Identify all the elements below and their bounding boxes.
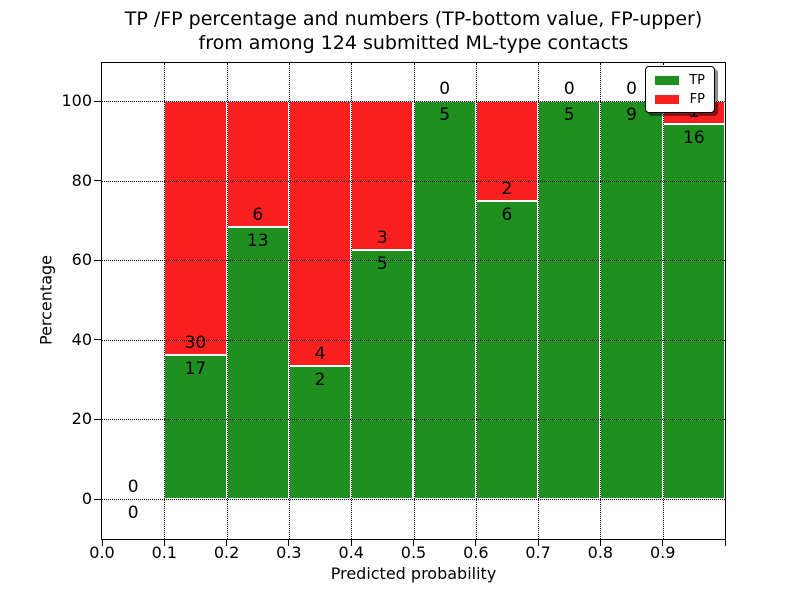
plot-area: 003017613423505260509116 0.00.10.20.30.4… [61, 62, 726, 562]
x-tick-label: 0.3 [276, 543, 302, 562]
chart-title: TP /FP percentage and numbers (TP-bottom… [101, 7, 726, 55]
x-gridline [413, 63, 415, 539]
fp-count-label: 0 [563, 79, 575, 99]
y-tick-label: 0 [81, 489, 92, 508]
tp-count-label: 5 [376, 254, 388, 275]
fp-count-label: 0 [439, 79, 451, 99]
tp-count-label: 9 [626, 105, 637, 125]
tp-count-label: 6 [501, 204, 513, 225]
y-tick-label: 100 [61, 91, 92, 110]
y-tick-mark [94, 180, 101, 182]
y-tick-mark [94, 498, 101, 500]
fp-legend-swatch [655, 94, 679, 104]
x-tick-label: 0.7 [525, 543, 551, 562]
fp-legend-label: FP [689, 91, 705, 107]
tp-bar-segment [475, 200, 539, 499]
x-tick-mark [350, 540, 352, 546]
fp-count-label: 3 [376, 228, 388, 249]
y-tick-label: 80 [71, 170, 92, 190]
x-tick-mark [288, 540, 290, 546]
x-tick-label: 0.0 [89, 543, 115, 562]
x-axis-label: Predicted probability [330, 564, 497, 583]
y-tick-label: 20 [71, 409, 92, 429]
fp-bar-segment [475, 101, 539, 201]
chart-title-line2: from among 124 submitted ML-type contact… [198, 32, 629, 54]
x-tick-mark [537, 540, 539, 546]
tp-count-label: 0 [127, 503, 139, 523]
fp-bar-segment [226, 101, 289, 227]
tp-legend-label: TP [689, 72, 705, 88]
x-gridline [475, 63, 477, 539]
tp-count-label: 5 [563, 105, 575, 125]
tp-count-label: 2 [314, 370, 326, 391]
legend: TP FP [645, 66, 715, 113]
y-tick-mark [94, 100, 101, 102]
x-tick-mark [724, 540, 726, 546]
annotations-layer: 003017613423505260509116 [102, 63, 725, 539]
x-tick-label: 0.8 [587, 543, 614, 562]
x-gridline [351, 63, 353, 539]
grid-layer [102, 63, 725, 539]
x-gridline [288, 63, 290, 539]
fp-count-label: 30 [184, 333, 207, 354]
y-tick-mark [94, 339, 101, 341]
x-tick-mark [475, 540, 477, 546]
x-gridline [164, 63, 166, 539]
chart-title-line1: TP /FP percentage and numbers (TP-bottom… [124, 8, 703, 30]
tp-bar-segment [662, 124, 725, 499]
x-tick-mark [226, 540, 228, 546]
tp-count-label: 17 [184, 359, 207, 380]
x-gridline [600, 63, 602, 539]
tp-count-label: 5 [439, 105, 451, 125]
tp-count-label: 16 [683, 128, 705, 149]
y-tick-label: 60 [71, 250, 92, 270]
y-tick-mark [94, 259, 101, 261]
x-tick-label: 0.6 [463, 543, 489, 562]
fp-count-label: 6 [252, 204, 264, 225]
x-tick-label: 0.2 [213, 543, 240, 562]
x-gridline [662, 63, 664, 539]
axis-ticks-layer: 0.0 0.1 0.2 0.3 0.4 0.5 0.6 0.7 0.8 0.9 0 20 40 60 80 1… [61, 63, 726, 562]
x-tick-mark [413, 540, 414, 546]
x-tick-label: 0.1 [151, 543, 178, 562]
x-tick-mark [599, 540, 601, 546]
x-tick-mark [662, 540, 664, 546]
x-tick-label: 0.4 [338, 543, 364, 562]
fp-count-label: 0 [127, 477, 139, 497]
fp-bar-segment [164, 101, 227, 356]
tp-count-label: 13 [246, 230, 269, 251]
y-tick-label: 40 [71, 329, 92, 349]
x-tick-mark [163, 540, 165, 546]
x-tick-label: 0.5 [400, 543, 427, 562]
x-tick-mark [101, 540, 103, 546]
tp-bar-segment [538, 101, 601, 499]
fp-count-label: 4 [314, 344, 326, 365]
fp-count-label: 2 [501, 178, 513, 199]
fp-bar-segment [288, 101, 352, 367]
y-tick-mark [94, 418, 101, 420]
x-tick-label: 0.9 [649, 543, 676, 562]
legend-item-tp: TP [655, 74, 705, 87]
tp-legend-swatch [655, 75, 679, 85]
legend-item-fp: FP [655, 93, 705, 106]
x-gridline [538, 63, 540, 539]
x-gridline [226, 63, 228, 539]
fp-count-label: 0 [626, 79, 637, 99]
